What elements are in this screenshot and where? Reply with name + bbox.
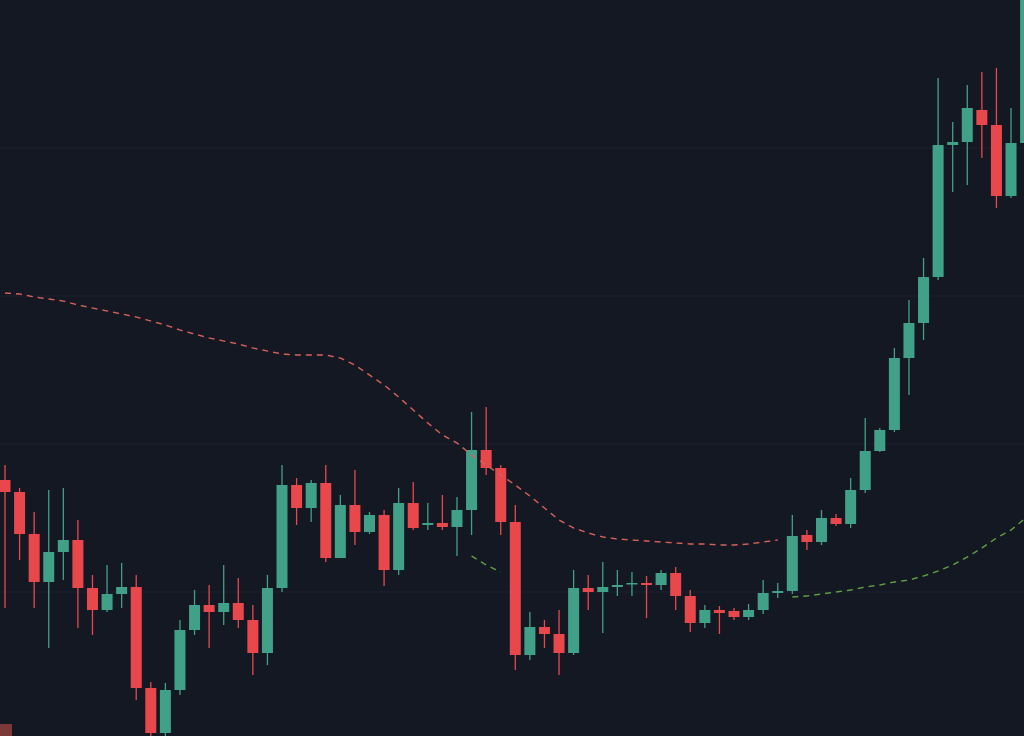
candle-body <box>568 588 580 653</box>
candle-body <box>72 540 84 588</box>
candle-body <box>378 515 390 570</box>
candle-body <box>320 483 332 558</box>
candle-body <box>845 490 857 524</box>
candle-body <box>553 634 565 653</box>
candle-body <box>888 358 900 430</box>
candle-body <box>145 688 157 733</box>
moving-average-line <box>471 518 1024 598</box>
candle-body <box>466 450 478 510</box>
candle-body <box>743 610 755 617</box>
candle-body <box>159 690 171 733</box>
candle-body <box>247 620 259 653</box>
candle-body <box>874 430 886 451</box>
logo-badge <box>0 724 12 736</box>
candle-body <box>815 518 827 542</box>
candle-body <box>626 583 638 585</box>
candle-body <box>101 594 113 610</box>
candle-body <box>859 451 871 490</box>
candle-body <box>641 583 653 585</box>
candle-body <box>305 483 317 508</box>
candle-body <box>0 480 11 492</box>
candle-body <box>961 108 973 142</box>
candle-body <box>407 503 419 528</box>
candle-body <box>786 536 798 591</box>
candle-body <box>57 540 69 552</box>
candle-body <box>597 587 609 592</box>
candle-body <box>713 610 725 613</box>
candle-body <box>189 605 201 630</box>
candle-body <box>670 573 682 596</box>
candle-body <box>116 587 128 594</box>
candle-body <box>451 510 463 527</box>
candle-body <box>772 591 784 593</box>
candle-body <box>801 535 813 542</box>
candle-body <box>1020 0 1024 143</box>
candle-body <box>334 505 346 558</box>
moving-average-line <box>4 292 778 546</box>
candle-body <box>130 587 142 688</box>
candle-body <box>976 110 988 125</box>
candle-body <box>276 485 288 588</box>
candle-body <box>218 603 230 612</box>
candle-body <box>582 588 594 592</box>
candle-body <box>509 522 521 655</box>
candle-body <box>480 450 492 468</box>
candle-body <box>538 627 550 634</box>
candle-body <box>422 523 434 525</box>
candle-body <box>291 485 303 508</box>
candle-body <box>699 610 711 623</box>
candle-body <box>830 518 842 524</box>
candle-body <box>86 588 98 610</box>
candle-body <box>28 534 40 582</box>
candle-body <box>757 593 769 610</box>
candle-body <box>684 596 696 623</box>
candle-body <box>436 523 448 527</box>
candle-body <box>918 277 930 323</box>
candle-body <box>524 627 536 655</box>
candle-body <box>174 630 186 690</box>
candle-body <box>495 468 507 522</box>
candle-body <box>728 611 740 617</box>
candle-body <box>261 588 273 653</box>
candle-body <box>903 323 915 358</box>
candle-body <box>655 573 667 585</box>
candle-body <box>203 605 215 612</box>
candle-body <box>1005 143 1017 196</box>
candle-body <box>611 585 623 587</box>
candle-body <box>349 505 361 532</box>
candle-body <box>14 492 26 534</box>
candle-body <box>990 125 1002 196</box>
candle-body <box>932 145 944 277</box>
candle-body <box>393 503 405 570</box>
candle-body <box>43 552 55 582</box>
candle-body <box>232 603 244 620</box>
candle-body <box>364 515 375 532</box>
candle-body <box>947 142 959 145</box>
